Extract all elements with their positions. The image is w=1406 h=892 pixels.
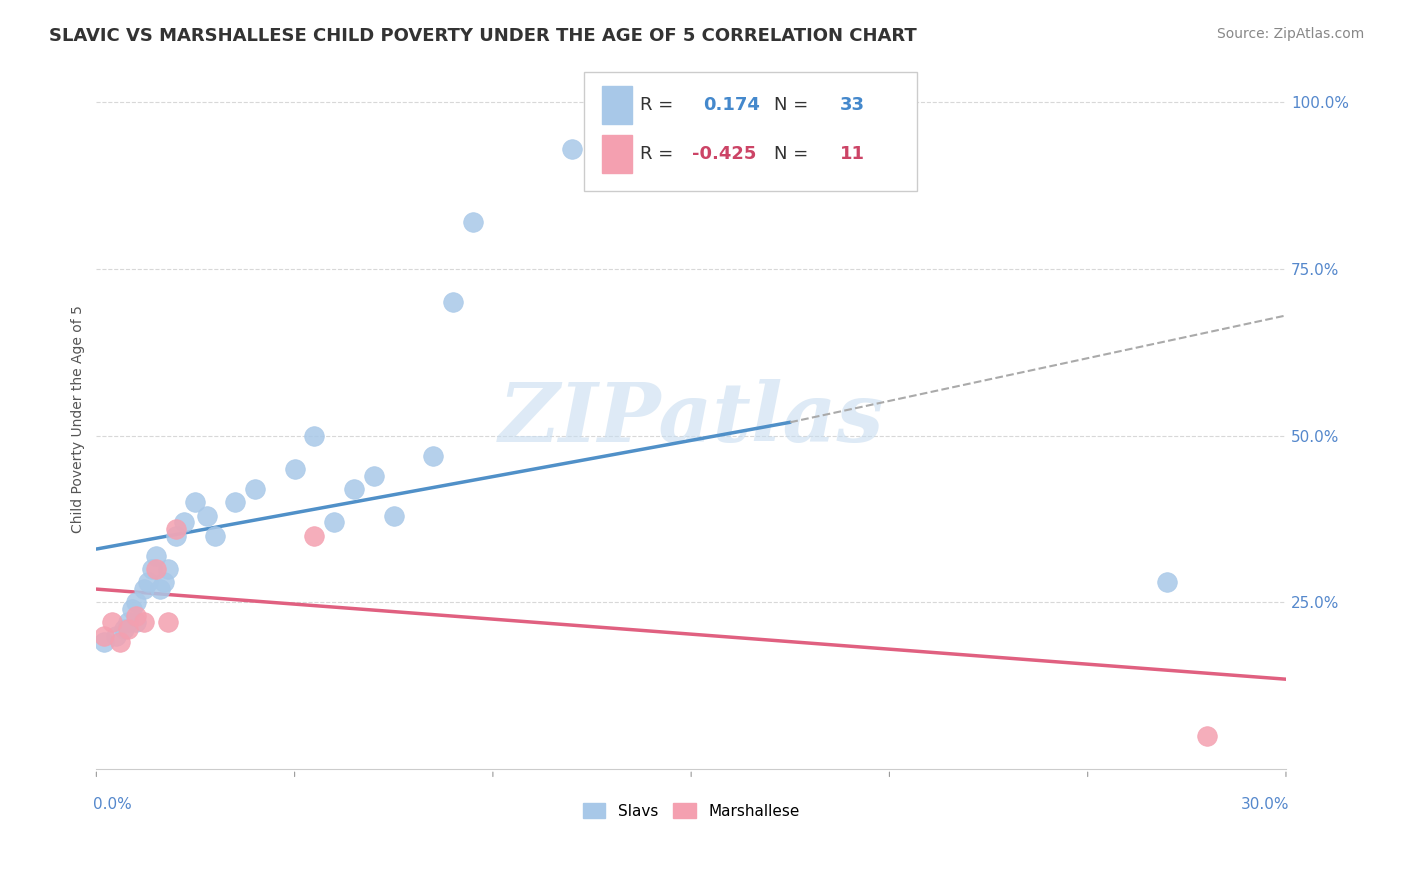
Point xyxy=(284,462,307,476)
Point xyxy=(145,562,167,576)
Text: Source: ZipAtlas.com: Source: ZipAtlas.com xyxy=(1216,27,1364,41)
Point xyxy=(125,615,148,630)
Point xyxy=(132,615,155,630)
Text: N =: N = xyxy=(775,145,808,163)
Point xyxy=(152,575,174,590)
Point xyxy=(121,602,143,616)
Point xyxy=(125,608,148,623)
Point xyxy=(204,529,226,543)
Text: SLAVIC VS MARSHALLESE CHILD POVERTY UNDER THE AGE OF 5 CORRELATION CHART: SLAVIC VS MARSHALLESE CHILD POVERTY UNDE… xyxy=(49,27,917,45)
Point xyxy=(1156,575,1178,590)
Point xyxy=(363,468,385,483)
Point xyxy=(461,215,484,229)
Text: R =: R = xyxy=(640,145,673,163)
Point xyxy=(441,295,464,310)
Point xyxy=(93,629,115,643)
Point xyxy=(156,562,179,576)
Point xyxy=(165,529,187,543)
Bar xyxy=(602,135,631,173)
Point xyxy=(304,428,326,442)
Text: ZIPatlas: ZIPatlas xyxy=(498,379,884,458)
Point xyxy=(243,482,266,496)
Legend: Slavs, Marshallese: Slavs, Marshallese xyxy=(576,797,806,825)
Point xyxy=(1195,729,1218,743)
Text: -0.425: -0.425 xyxy=(692,145,756,163)
Point xyxy=(561,142,583,156)
Point xyxy=(304,529,326,543)
Point xyxy=(165,522,187,536)
Point xyxy=(323,516,346,530)
Text: 0.174: 0.174 xyxy=(703,96,759,114)
Point xyxy=(156,615,179,630)
Point xyxy=(108,635,131,649)
Point xyxy=(149,582,172,596)
Text: 0.0%: 0.0% xyxy=(93,797,132,813)
Point xyxy=(184,495,207,509)
Point xyxy=(136,575,159,590)
Point xyxy=(125,595,148,609)
Point xyxy=(132,582,155,596)
Text: 30.0%: 30.0% xyxy=(1241,797,1289,813)
FancyBboxPatch shape xyxy=(583,72,917,191)
Point xyxy=(422,449,444,463)
Point xyxy=(659,142,682,156)
Point xyxy=(343,482,366,496)
Point xyxy=(117,615,139,630)
Point xyxy=(93,635,115,649)
Point xyxy=(382,508,405,523)
Text: 11: 11 xyxy=(839,145,865,163)
Text: 33: 33 xyxy=(839,96,865,114)
Text: R =: R = xyxy=(640,96,673,114)
Point xyxy=(117,622,139,636)
Bar xyxy=(602,86,631,124)
Point xyxy=(224,495,246,509)
Y-axis label: Child Poverty Under the Age of 5: Child Poverty Under the Age of 5 xyxy=(72,305,86,533)
Text: N =: N = xyxy=(775,96,808,114)
Point xyxy=(173,516,195,530)
Point xyxy=(105,629,128,643)
Point xyxy=(101,615,124,630)
Point xyxy=(141,562,163,576)
Point xyxy=(195,508,218,523)
Point xyxy=(145,549,167,563)
Point xyxy=(112,622,135,636)
